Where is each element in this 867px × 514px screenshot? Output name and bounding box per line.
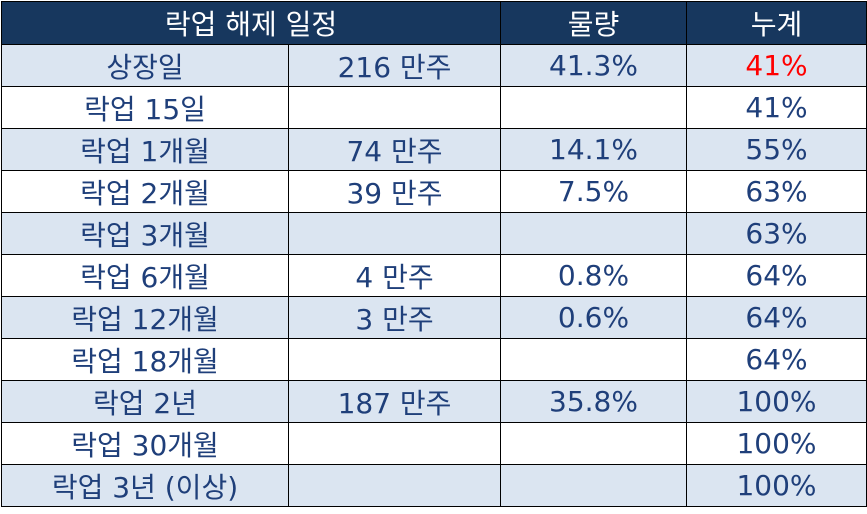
table-cell: 74 만주 (288, 128, 501, 171)
table-cell (288, 422, 501, 465)
table-cell (500, 212, 687, 255)
table-cell (500, 86, 687, 129)
table-cell: 41% (686, 86, 867, 129)
table-cell: 39 만주 (288, 170, 501, 213)
table-body: 상장일 216 만주 41.3% 41% 락업 15일 41% 락업 1개월 74 만주 14.… (1, 44, 867, 507)
table-cell: 64% (686, 338, 867, 381)
table-row: 락업 6개월 4 만주 0.8% 64% (1, 254, 867, 297)
table-cell: 락업 1개월 (1, 128, 289, 171)
table-row: 락업 12개월 3 만주 0.6% 64% (1, 296, 867, 339)
table-cell (500, 338, 687, 381)
header-cell: 물량 (500, 1, 687, 45)
table-cell: 락업 2년 (1, 380, 289, 423)
table-row: 상장일 216 만주 41.3% 41% (1, 44, 867, 87)
table-cell: 락업 18개월 (1, 338, 289, 381)
table-cell: 63% (686, 170, 867, 213)
table-row: 락업 30개월 100% (1, 422, 867, 465)
header-cell: 락업 해제 일정 (1, 1, 501, 45)
table-cell: 14.1% (500, 128, 687, 171)
table-cell (500, 422, 687, 465)
table-cell: 63% (686, 212, 867, 255)
table-row: 락업 3개월 63% (1, 212, 867, 255)
table-row: 락업 3년 (이상) 100% (1, 464, 867, 507)
table-cell: 35.8% (500, 380, 687, 423)
table-cell: 락업 12개월 (1, 296, 289, 339)
table-row: 락업 2개월 39 만주 7.5% 63% (1, 170, 867, 213)
table-row: 락업 15일 41% (1, 86, 867, 129)
table-cell: 64% (686, 254, 867, 297)
table-cell: 7.5% (500, 170, 687, 213)
table-row: 락업 1개월 74 만주 14.1% 55% (1, 128, 867, 171)
table-cell (288, 86, 501, 129)
table-cell: 100% (686, 422, 867, 465)
table-cell (500, 464, 687, 507)
table-row: 락업 18개월 64% (1, 338, 867, 381)
table-cell: 락업 3년 (이상) (1, 464, 289, 507)
table-cell: 187 만주 (288, 380, 501, 423)
table-cell: 락업 6개월 (1, 254, 289, 297)
table-cell (288, 212, 501, 255)
table-cell: 0.6% (500, 296, 687, 339)
table-cell: 55% (686, 128, 867, 171)
table-cell: 락업 2개월 (1, 170, 289, 213)
header-cell: 누계 (686, 1, 867, 45)
table-cell: 락업 30개월 (1, 422, 289, 465)
table-cell (288, 338, 501, 381)
table-cell: 4 만주 (288, 254, 501, 297)
table-cell: 64% (686, 296, 867, 339)
table-cell (288, 464, 501, 507)
table-cell: 락업 3개월 (1, 212, 289, 255)
table-cell: 상장일 (1, 44, 289, 87)
table-cell: 0.8% (500, 254, 687, 297)
table-cell: 100% (686, 380, 867, 423)
table-row: 락업 2년 187 만주 35.8% 100% (1, 380, 867, 423)
table-cell: 41% (686, 44, 867, 87)
table-cell: 100% (686, 464, 867, 507)
table-cell: 락업 15일 (1, 86, 289, 129)
table-cell: 41.3% (500, 44, 687, 87)
table-cell: 216 만주 (288, 44, 501, 87)
table-cell: 3 만주 (288, 296, 501, 339)
header-row: 락업 해제 일정 물량 누계 (1, 1, 867, 45)
